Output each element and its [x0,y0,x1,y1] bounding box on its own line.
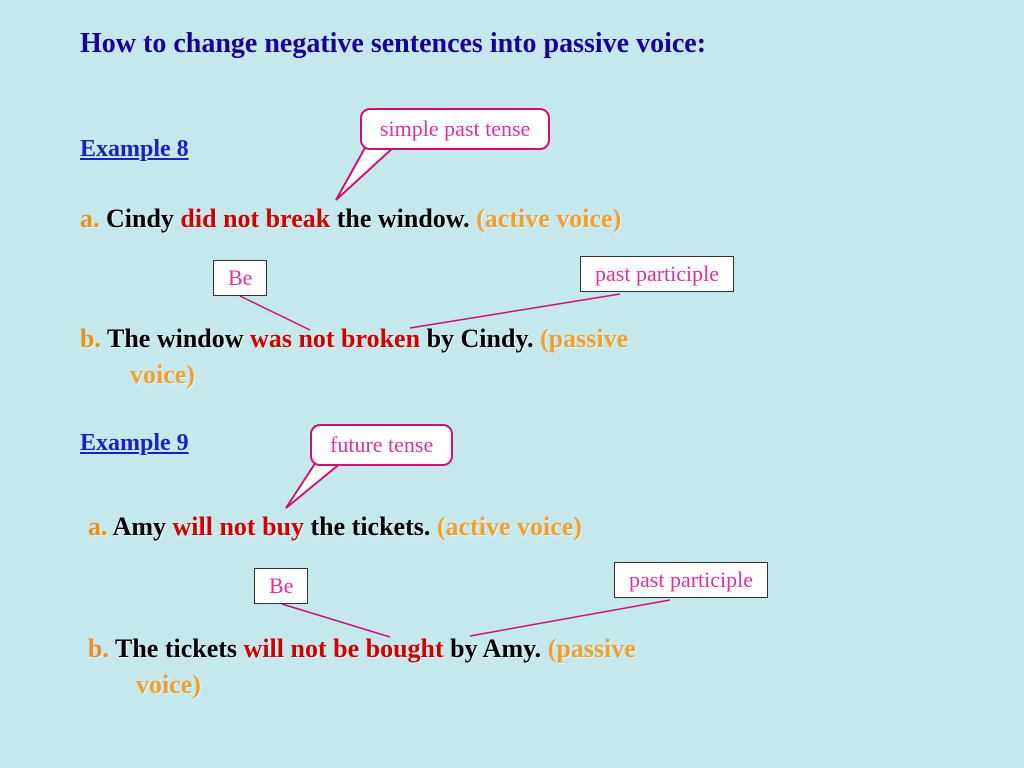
letter-b: b. [88,634,109,663]
verb-phrase: did not break [180,204,330,233]
voice-label: (active voice) [476,204,621,233]
sentence-9b-cont: voice) [136,670,201,700]
sentence-9a: a. Amy will not buy the tickets. (active… [88,512,582,542]
letter-a: a. [80,204,100,233]
text-part: The tickets [109,634,244,663]
page-title: How to change negative sentences into pa… [80,28,706,60]
connector-pp-8 [380,292,640,332]
example-8-label: Example 8 [80,136,189,163]
be-label-9: Be [254,568,308,604]
voice-label-cont: voice) [130,360,195,389]
connector-be-9 [260,602,420,642]
example-9-label: Example 9 [80,430,189,457]
connector-be-8 [200,294,350,334]
past-participle-label-8: past participle [580,256,734,292]
callout-future-tense: future tense [310,424,453,466]
callout-simple-past: simple past tense [360,108,550,150]
callout-tail-simple-past [330,140,410,210]
text-part: the tickets. [304,512,437,541]
past-participle-label-9: past participle [614,562,768,598]
text-part: Cindy [100,204,181,233]
letter-a: a. [88,512,108,541]
voice-label: (active voice) [437,512,582,541]
be-label-8: Be [213,260,267,296]
voice-label-cont: voice) [136,670,201,699]
sentence-8b-cont: voice) [130,360,195,390]
verb-phrase: will not buy [173,512,305,541]
letter-b: b. [80,324,101,353]
connector-pp-9 [440,598,700,640]
text-part: Amy [108,512,173,541]
